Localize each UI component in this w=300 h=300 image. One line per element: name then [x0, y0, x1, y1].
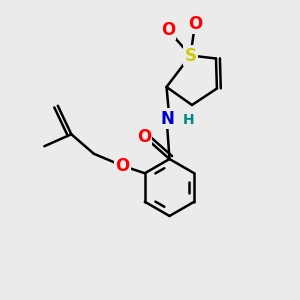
Text: S: S: [184, 46, 196, 64]
Text: O: O: [161, 21, 175, 39]
Text: O: O: [137, 128, 151, 146]
Text: H: H: [183, 113, 195, 127]
Text: O: O: [115, 157, 129, 175]
Text: O: O: [188, 15, 202, 33]
Text: N: N: [160, 110, 174, 128]
